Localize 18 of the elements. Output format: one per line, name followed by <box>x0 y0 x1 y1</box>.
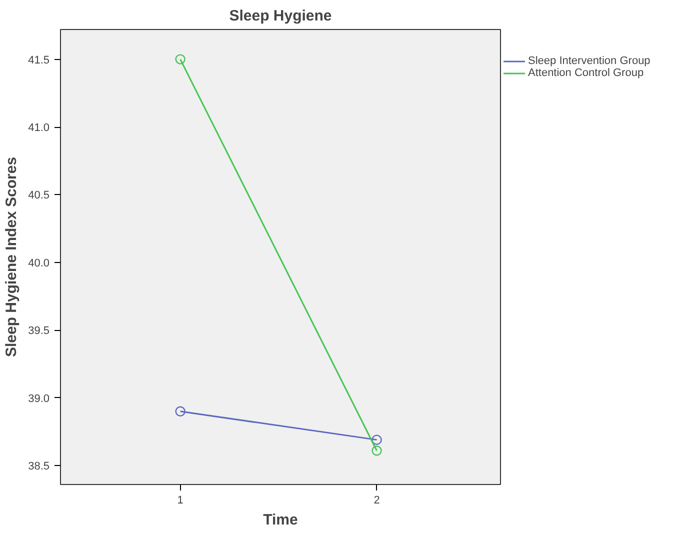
y-tick-label: 40.5 <box>28 190 50 202</box>
chart-title: Sleep Hygiene <box>229 8 332 24</box>
y-tick-label: 38.5 <box>28 460 50 473</box>
y-tick-label: 39.0 <box>28 392 50 405</box>
y-tick-label: 41.0 <box>28 122 50 134</box>
x-axis-title: Time <box>263 512 298 528</box>
y-tick-label: 40.0 <box>28 257 50 270</box>
x-tick-label: 2 <box>374 494 380 506</box>
x-tick-label: 1 <box>177 494 184 506</box>
point <box>175 406 186 416</box>
y-tick-label: 41.5 <box>28 54 50 66</box>
y-axis-title: Sleep Hygiene Index Scores <box>3 156 20 358</box>
legend-label: Attention Control Group <box>528 67 644 79</box>
point <box>372 446 382 456</box>
point <box>175 54 186 64</box>
point <box>372 434 382 445</box>
y-tick-label: 39.5 <box>28 325 50 338</box>
legend-label: Sleep Intervention Group <box>528 55 650 67</box>
